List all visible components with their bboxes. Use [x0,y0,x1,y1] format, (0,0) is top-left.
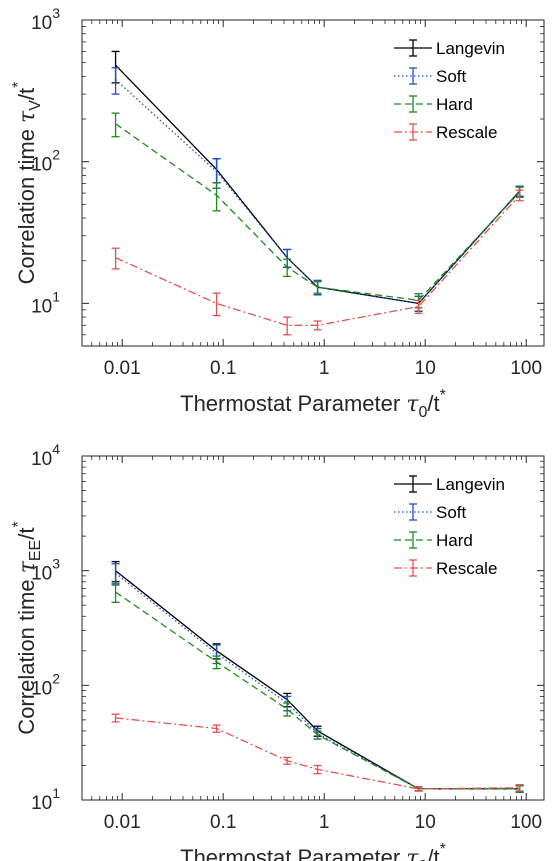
error-bar [414,786,423,792]
error-bar [313,730,322,740]
y-tick-label: 104 [31,441,60,470]
legend-item-langevin: Langevin [394,475,505,494]
error-bar [313,320,322,331]
legend-item-soft: Soft [394,503,467,522]
legend-label: Langevin [436,39,505,58]
x-tick-label: 0.01 [104,812,141,833]
error-bar [111,247,120,270]
series-line [115,194,521,326]
error-bar [111,67,120,95]
y-tick-label: 103 [31,556,60,585]
series-langevin [111,560,524,793]
legend-label: Hard [436,531,473,550]
legend: Langevin Soft Hard Rescale [394,39,505,142]
y-tick-label: 102 [31,670,60,699]
y-tick-label: 103 [31,5,60,34]
plot-area [81,455,545,801]
legend: Langevin Soft Hard Rescale [394,475,505,578]
y-tick-label: 101 [31,785,60,814]
error-bar [212,724,221,733]
legend-label: Rescale [436,123,497,142]
legend-item-hard: Hard [394,95,473,114]
x-tick-label: 0.1 [210,812,236,833]
legend-item-soft: Soft [394,67,467,86]
series-rescale [111,713,524,792]
legend-label: Langevin [436,475,505,494]
error-bar [515,189,524,202]
y-tick-label: 102 [31,147,60,176]
series-langevin [111,50,524,312]
series-line [115,123,521,301]
error-bar [313,281,322,294]
x-tick-label: 0.01 [104,358,141,379]
error-bar [283,316,292,336]
error-bar [212,182,221,212]
series-hard [111,583,524,793]
x-tick-label: 10 [415,358,436,379]
legend-item-rescale: Rescale [394,559,497,578]
error-bar [313,764,322,775]
error-bar [283,258,292,278]
chart-panel-2: 0.01 0.1 1 10 100 101 102 103 104 Thermostat Para… [10,441,545,861]
legend-label: Soft [436,67,467,86]
legend-label: Soft [436,503,467,522]
y-tick-label: 101 [31,288,60,317]
error-bar [212,655,221,670]
error-bar [515,784,524,792]
series-line [115,717,520,790]
legend-label: Rescale [436,559,497,578]
legend-item-hard: Hard [394,531,473,550]
y-axis-label: Correlation time τEE/t* [10,521,44,734]
legend-label: Hard [436,95,473,114]
series-hard [111,112,524,309]
x-tick-label: 10 [415,812,436,833]
series-rescale [111,189,524,336]
error-bar [414,299,423,315]
error-bar [283,702,292,717]
x-axis-label: Thermostat Parameter τ0/t* [180,841,446,861]
legend-item-rescale: Rescale [394,123,497,142]
x-tick-label: 1 [319,812,330,833]
error-bar [212,292,221,317]
series-line [115,79,521,305]
series-soft [111,563,524,793]
error-bar [283,756,292,765]
series-line [115,591,520,790]
series-line [115,572,520,790]
x-tick-label: 100 [510,358,542,379]
error-bar [111,713,120,723]
x-tick-label: 100 [510,812,542,833]
series-line [115,570,520,790]
legend-item-langevin: Langevin [394,39,505,58]
x-tick-label: 1 [319,358,330,379]
x-axis-label: Thermostat Parameter τ0/t* [180,387,446,421]
error-bar [111,112,120,138]
x-tick-label: 0.1 [210,358,236,379]
error-bar [111,583,120,603]
plot-area [81,19,545,347]
y-axis-label: Correlation time τV/t* [10,82,44,285]
chart-panel-1: 0.01 0.1 1 10 100 101 102 103 Thermostat Paramet… [10,5,545,421]
